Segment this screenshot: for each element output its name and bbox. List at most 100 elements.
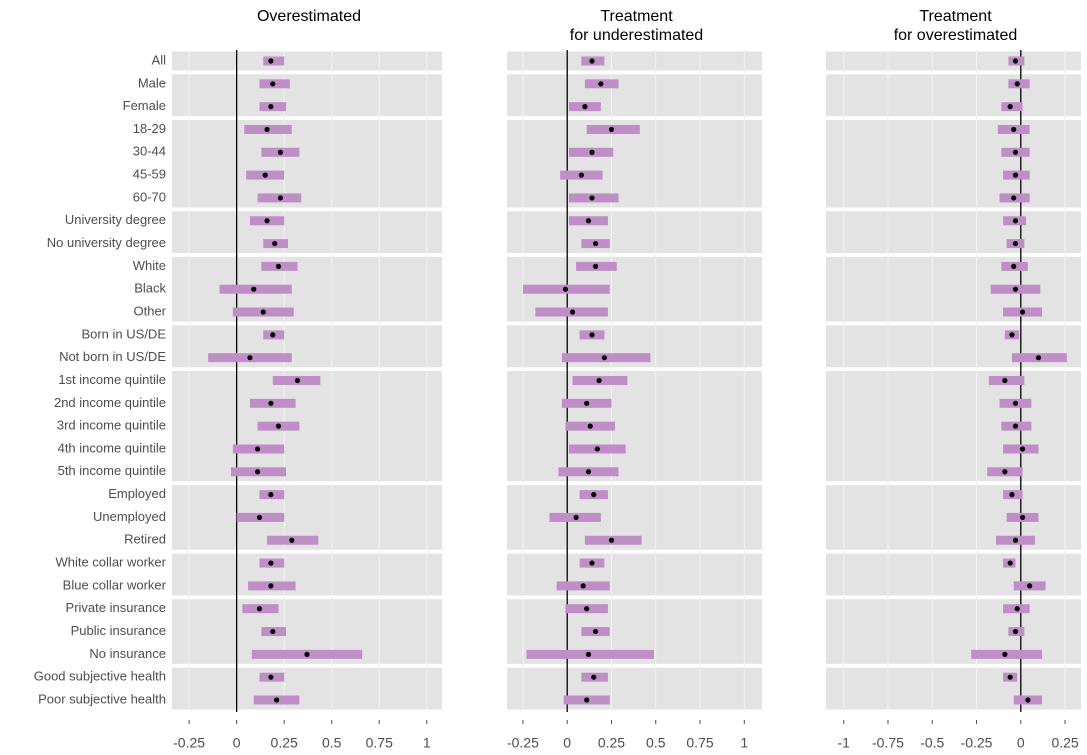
point-estimate [260,309,266,315]
category-label: 5th income quintile [58,463,166,478]
point-estimate [594,446,600,452]
point-estimate [268,104,274,110]
point-estimate [578,172,584,178]
category-label: Other [133,303,166,318]
point-estimate [596,377,602,384]
point-estimate [584,400,590,406]
panel-band [507,667,762,710]
point-estimate [585,651,592,657]
category-label: University degree [65,212,166,227]
point-estimate [1012,240,1019,247]
category-label: 60-70 [133,189,166,204]
point-estimate [256,514,263,521]
point-estimate [589,332,595,338]
point-estimate [270,628,276,635]
point-estimate [272,240,278,247]
panel-band [826,371,1081,482]
point-estimate [589,195,595,201]
category-label: No insurance [89,646,166,661]
point-estimate [254,469,261,475]
point-estimate [1002,651,1008,657]
point-estimate [275,423,282,429]
panel-band [826,485,1081,550]
point-estimate [275,263,282,269]
point-estimate [1012,149,1019,155]
point-estimate [1019,514,1026,521]
panel-band [826,119,1081,208]
point-estimate [268,400,274,406]
x-tick-label: -0.25 [961,735,993,751]
panel-band [507,119,762,208]
category-label: Not born in US/DE [59,349,166,364]
panel-title: for overestimated [894,27,1018,44]
category-label: 18-29 [133,121,166,136]
panel-band [172,256,442,322]
category-label: Blue collar worker [63,577,167,592]
point-estimate [592,628,599,635]
category-label: Male [138,75,166,90]
category-label: 45-59 [133,167,166,182]
point-estimate [591,492,597,498]
category-label: Born in US/DE [81,326,166,341]
category-label: Poor subjective health [38,691,166,706]
point-estimate [608,126,615,133]
point-estimate [268,560,274,566]
point-estimate [289,537,295,543]
panel-band [507,371,762,482]
point-estimate [1035,355,1042,361]
x-tick-label: -0.75 [872,735,904,751]
point-estimate [1012,628,1019,635]
point-estimate [268,674,274,680]
x-tick-label: 0 [563,735,571,751]
category-label: White [133,258,166,273]
point-estimate [1011,195,1017,201]
category-label: Unemployed [93,509,166,524]
panel-band [826,51,1081,71]
point-estimate [1014,606,1020,612]
point-estimate [254,446,261,452]
point-estimate [608,537,615,543]
panel-band [826,667,1081,710]
x-tick-label: 1 [423,735,431,751]
point-estimate [1012,58,1019,64]
point-estimate [598,81,604,87]
category-label: All [152,52,167,67]
point-estimate [1007,560,1013,566]
point-estimate [294,377,301,384]
category-label: Private insurance [66,600,166,615]
panel-band [172,74,442,117]
panel-title: Overestimated [257,8,361,25]
point-estimate [1007,674,1013,680]
point-estimate [591,674,597,680]
point-estimate [1012,172,1019,178]
x-tick-label: 0 [233,735,241,751]
category-label: Retired [124,532,166,547]
category-label: Female [123,98,166,113]
panel-band [826,599,1081,664]
point-estimate [584,697,590,703]
point-estimate [1019,446,1026,452]
x-tick-label: 0.5 [646,735,666,751]
point-estimate [589,149,595,155]
point-estimate [247,355,253,361]
panel-band [826,211,1081,254]
point-estimate [562,286,569,292]
ci-bar [263,56,285,66]
point-estimate [585,469,592,475]
panel-band [172,51,442,71]
category-label: 2nd income quintile [54,395,166,410]
panel-band [507,553,762,596]
point-estimate [270,332,276,338]
x-tick-label: -0.25 [173,735,205,751]
category-label: 4th income quintile [58,440,166,455]
category-label: 3rd income quintile [57,418,166,433]
point-estimate [1014,81,1020,87]
category-label: Good subjective health [34,669,166,684]
x-tick-label: 0.25 [598,735,625,751]
x-tick-label: 0.75 [366,735,393,751]
point-estimate [1012,218,1019,224]
point-estimate [1012,400,1019,406]
panel-band [172,667,442,710]
panel-title: Treatment [919,8,992,25]
